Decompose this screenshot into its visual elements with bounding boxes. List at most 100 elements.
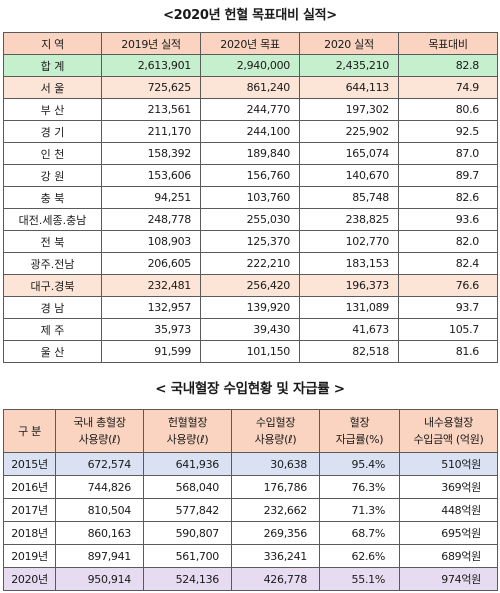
value-cell: 82.8 [398, 54, 498, 77]
value-cell: 590,807 [143, 521, 232, 545]
value-cell: 35,973 [101, 318, 201, 341]
header-line: 사용량(ℓ) [254, 433, 297, 446]
value-cell: 810,504 [55, 498, 144, 522]
table2-row: 2016년 744,826 568,040 176,786 76.3% 369억원 [3, 475, 498, 499]
value-cell: 102,770 [299, 230, 399, 253]
value-cell: 897,941 [55, 544, 144, 568]
value-cell: 744,826 [55, 475, 144, 499]
value-cell: 125,370 [200, 230, 300, 253]
value-cell: 82,518 [299, 340, 399, 363]
year-cell: 2020년 [3, 567, 56, 591]
value-cell: 82.0 [398, 230, 498, 253]
region-cell: 대전.세종.충남 [3, 208, 102, 231]
table2-title: < 국내혈장 수입현황 및 자급률 > [155, 381, 345, 397]
value-cell: 93.7 [398, 296, 498, 319]
region-cell: 광주.전남 [3, 252, 102, 275]
value-cell: 189,840 [200, 142, 300, 165]
value-cell: 577,842 [143, 498, 232, 522]
header-line: 수입혈장 [255, 416, 296, 429]
value-cell: 232,481 [101, 274, 201, 297]
region-cell: 서 울 [3, 76, 102, 99]
value-cell: 108,903 [101, 230, 201, 253]
value-cell: 860,163 [55, 521, 144, 545]
value-cell: 426,778 [231, 567, 320, 591]
year-cell: 2019년 [3, 544, 56, 568]
value-cell: 132,957 [101, 296, 201, 319]
value-cell: 92.5 [398, 120, 498, 143]
value-cell: 974억원 [399, 567, 498, 591]
value-cell: 80.6 [398, 98, 498, 121]
value-cell: 336,241 [231, 544, 320, 568]
table1-row: 서 울 725,625 861,240 644,113 74.9 [3, 76, 498, 99]
table1-row: 제 주 35,973 39,430 41,673 105.7 [3, 318, 498, 341]
value-cell: 2,435,210 [299, 54, 399, 77]
value-cell: 206,605 [101, 252, 201, 275]
region-cell: 강 원 [3, 164, 102, 187]
table2-row: 2017년 810,504 577,842 232,662 71.3% 448억원 [3, 498, 498, 522]
value-cell: 269,356 [231, 521, 320, 545]
value-cell: 225,902 [299, 120, 399, 143]
table1-header-row: 지 역 2019년 실적 2020년 목표 2020 실적 목표대비 [3, 32, 498, 55]
value-cell: 101,150 [200, 340, 300, 363]
value-cell: 448억원 [399, 498, 498, 522]
value-cell: 689억원 [399, 544, 498, 568]
table1-row: 강 원 153,606 156,760 140,670 89.7 [3, 164, 498, 187]
value-cell: 71.3% [319, 498, 400, 522]
table2-header-cell: 내수용혈장 수입금액 (억원) [399, 409, 498, 453]
value-cell: 238,825 [299, 208, 399, 231]
table2-header-cell: 국내 총혈장 사용량(ℓ) [55, 409, 144, 453]
region-cell: 대구.경북 [3, 274, 102, 297]
region-cell: 제 주 [3, 318, 102, 341]
value-cell: 62.6% [319, 544, 400, 568]
value-cell: 222,210 [200, 252, 300, 275]
target-vs-actual-table: 지 역 2019년 실적 2020년 목표 2020 실적 목표대비 합 계 2,613,9… [3, 32, 498, 363]
plasma-import-table: 구 분 국내 총혈장 사용량(ℓ) 헌혈혈장 사용량(ℓ) 수입혈장 사용량(ℓ) 혈장 자급률… [3, 409, 498, 591]
value-cell: 30,638 [231, 452, 320, 476]
table1-row: 경 남 132,957 139,920 131,089 93.7 [3, 296, 498, 319]
table2-header-cell: 혈장 자급률(%) [319, 409, 400, 453]
table2-row: 2020년 950,914 524,136 426,778 55.1% 974억원 [3, 567, 498, 591]
header-line: 자급률(%) [335, 433, 384, 446]
table1-header-cell: 2019년 실적 [101, 32, 201, 55]
value-cell: 725,625 [101, 76, 201, 99]
value-cell: 183,153 [299, 252, 399, 275]
year-cell: 2015년 [3, 452, 56, 476]
region-cell: 경 남 [3, 296, 102, 319]
value-cell: 176,786 [231, 475, 320, 499]
header-line: 내수용혈장 [423, 416, 474, 429]
value-cell: 131,089 [299, 296, 399, 319]
region-cell: 경 기 [3, 120, 102, 143]
table1-row: 충 북 94,251 103,760 85,748 82.6 [3, 186, 498, 209]
value-cell: 568,040 [143, 475, 232, 499]
table1-row: 경 기 211,170 244,100 225,902 92.5 [3, 120, 498, 143]
region-cell: 인 천 [3, 142, 102, 165]
value-cell: 76.3% [319, 475, 400, 499]
value-cell: 105.7 [398, 318, 498, 341]
value-cell: 510억원 [399, 452, 498, 476]
value-cell: 81.6 [398, 340, 498, 363]
header-line: 헌혈혈장 [167, 416, 208, 429]
table1-row: 부 산 213,561 244,770 197,302 80.6 [3, 98, 498, 121]
value-cell: 248,778 [101, 208, 201, 231]
value-cell: 39,430 [200, 318, 300, 341]
year-cell: 2017년 [3, 498, 56, 522]
table2-row: 2015년 672,574 641,936 30,638 95.4% 510억원 [3, 452, 498, 476]
table2-header-cell: 구 분 [3, 409, 56, 453]
value-cell: 524,136 [143, 567, 232, 591]
value-cell: 244,770 [200, 98, 300, 121]
value-cell: 255,030 [200, 208, 300, 231]
value-cell: 644,113 [299, 76, 399, 99]
table1-header-cell: 목표대비 [398, 32, 498, 55]
value-cell: 139,920 [200, 296, 300, 319]
header-line: 사용량(ℓ) [166, 433, 209, 446]
value-cell: 140,670 [299, 164, 399, 187]
value-cell: 87.0 [398, 142, 498, 165]
value-cell: 68.7% [319, 521, 400, 545]
value-cell: 76.6 [398, 274, 498, 297]
value-cell: 256,420 [200, 274, 300, 297]
value-cell: 74.9 [398, 76, 498, 99]
value-cell: 695억원 [399, 521, 498, 545]
value-cell: 82.4 [398, 252, 498, 275]
